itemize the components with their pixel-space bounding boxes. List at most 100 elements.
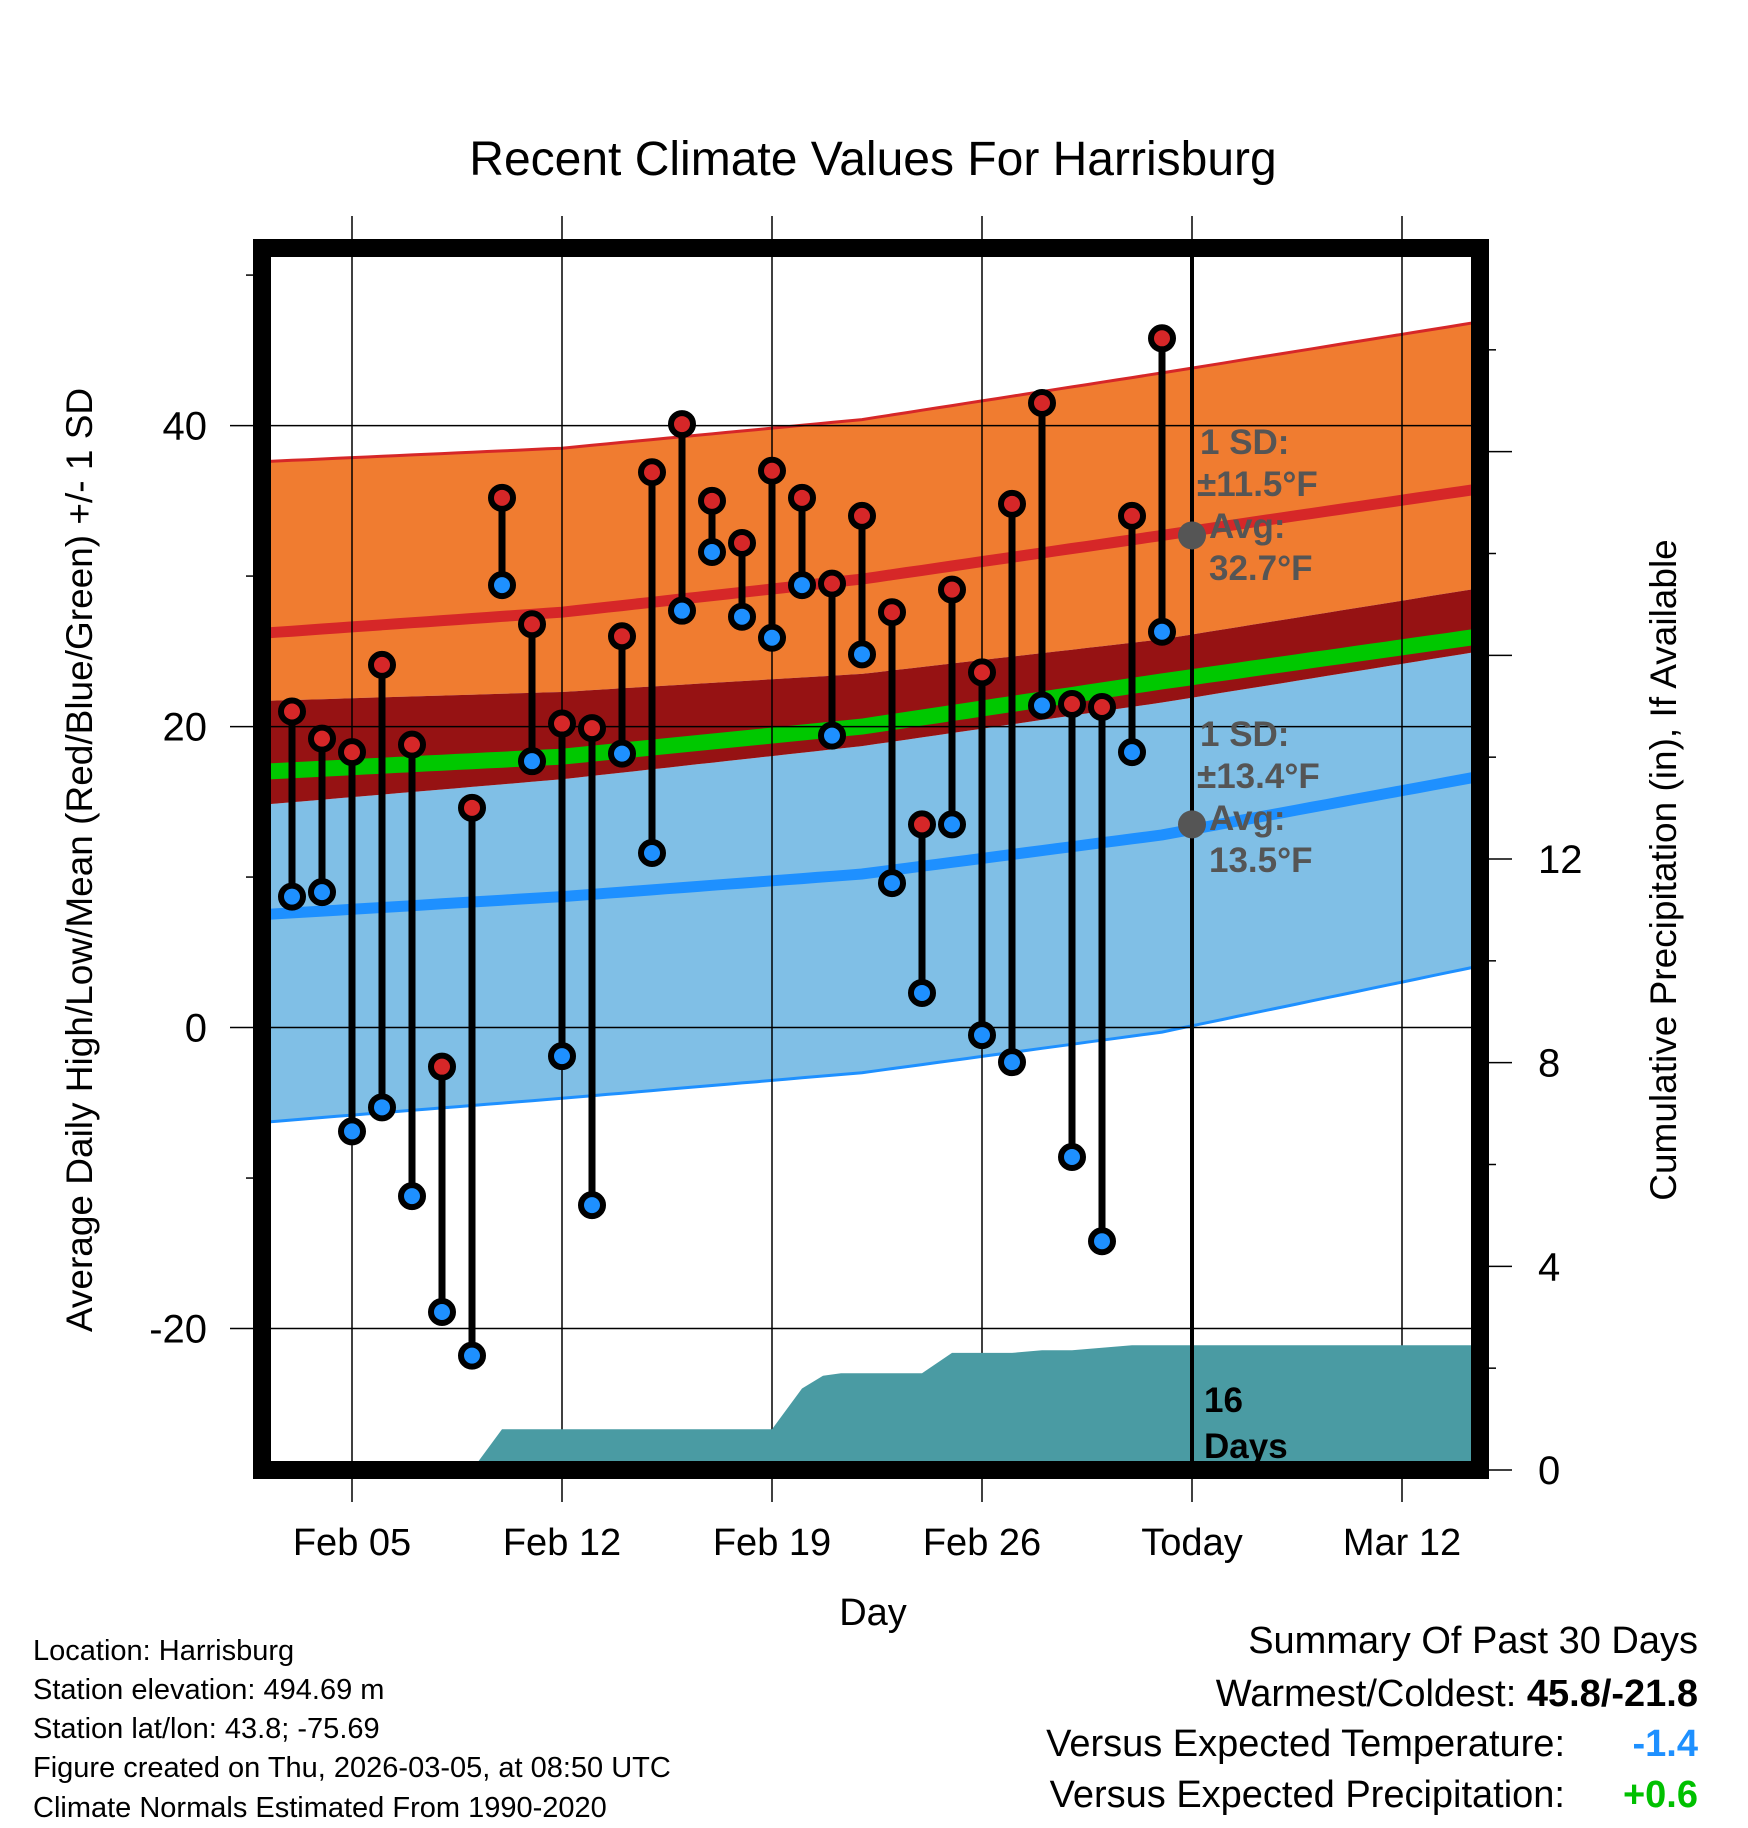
daily-high-point (308, 724, 336, 753)
daily-high-point (458, 793, 486, 822)
daily-high-point (518, 610, 546, 639)
daily-high-point (578, 714, 606, 743)
daily-high-point (728, 528, 756, 557)
y-tick-label: 40 (163, 405, 208, 449)
summary-precip-label: Versus Expected Precipitation: (1049, 1774, 1565, 1816)
daily-low-point (1118, 738, 1146, 767)
daily-low-point (908, 978, 936, 1007)
daily-low-point (878, 869, 906, 898)
daily-high-point (488, 483, 516, 512)
daily-high-point (998, 489, 1026, 518)
daily-low-point (398, 1182, 426, 1211)
daily-low-point (848, 640, 876, 669)
daily-low-point (338, 1117, 366, 1146)
daily-high-point (848, 501, 876, 530)
footer-elevation: Station elevation: 494.69 m (33, 1674, 385, 1706)
daily-low-point (308, 878, 336, 907)
daily-high-point (1118, 501, 1146, 530)
plot-frame (253, 239, 1489, 1479)
daily-high-point (278, 697, 306, 726)
daily-low-point (368, 1093, 396, 1122)
x-tick-label: Feb 19 (713, 1522, 831, 1564)
daily-high-point (1148, 324, 1176, 353)
footer-latlon: Station lat/lon: 43.8; -75.69 (33, 1713, 380, 1745)
y-tick-label: 0 (185, 1007, 207, 1051)
daily-high-point (1088, 693, 1116, 722)
daily-high-point (368, 650, 396, 679)
daily-high-point (878, 598, 906, 627)
daily-low-point (1028, 691, 1056, 720)
summary-warm-cold-label: Warmest/Coldest: (1215, 1673, 1517, 1715)
daily-low-point (698, 537, 726, 566)
low-lower-line (262, 965, 1478, 1124)
y-tick-label: -20 (149, 1308, 207, 1352)
y2-tick-label: 8 (1538, 1042, 1560, 1086)
footer-normals: Climate Normals Estimated From 1990-2020 (33, 1792, 607, 1824)
daily-low-point (428, 1297, 456, 1326)
daily-low-point (1148, 617, 1176, 646)
daily-low-point (548, 1042, 576, 1071)
y-axis-label: Average Daily High/Low/Mean (Red/Blue/Gr… (59, 388, 100, 1332)
daily-low-point (788, 571, 816, 600)
daily-high-point (938, 575, 966, 604)
summary-temp-label: Versus Expected Temperature: (1046, 1723, 1565, 1765)
daily-low-point (608, 739, 636, 768)
x-tick-label: Today (1141, 1522, 1242, 1564)
daily-high-point (638, 458, 666, 487)
daily-low-point (668, 596, 696, 625)
y2-tick-label: 4 (1538, 1245, 1560, 1289)
daily-low-point (638, 838, 666, 867)
daily-low-point (458, 1341, 486, 1370)
low-annotation-line: 1 SD: (1200, 715, 1289, 754)
daily-low-point (1058, 1142, 1086, 1171)
x-tick-label: Feb 26 (923, 1522, 1041, 1564)
high-annotation-line: ±11.5°F (1197, 465, 1318, 504)
summary-warm-cold-value: 45.8/-21.8 (1526, 1673, 1698, 1715)
x-tick-label: Mar 12 (1343, 1522, 1461, 1564)
low-normal-line (262, 771, 1479, 921)
daily-low-point (518, 747, 546, 776)
summary-precip-value: +0.6 (1622, 1774, 1698, 1816)
low-sd-band (262, 651, 1477, 1123)
x-axis-label: Day (839, 1592, 907, 1634)
daily-high-point (668, 410, 696, 439)
daily-high-point (1058, 689, 1086, 718)
low-annotation-line: ±13.4°F (1197, 757, 1320, 796)
daily-high-point (338, 738, 366, 767)
high-upper-line (262, 320, 1478, 464)
daily-low-point (488, 571, 516, 600)
daily-high-point (788, 483, 816, 512)
daily-low-point (758, 623, 786, 652)
summary-temp-value: -1.4 (1632, 1723, 1698, 1765)
daily-low-point (1088, 1227, 1116, 1256)
daily-high-point (968, 658, 996, 687)
daily-low-point (968, 1021, 996, 1050)
high-normal-line (262, 483, 1478, 639)
daily-low-point (728, 602, 756, 631)
precip-area (472, 1345, 1480, 1470)
footer-location: Location: Harrisburg (33, 1635, 295, 1667)
chart-title: Recent Climate Values For Harrisburg (469, 133, 1276, 186)
daily-high-point (428, 1052, 456, 1081)
summary-warm-cold: Warmest/Coldest: 45.8/-21.8 (1216, 1675, 1698, 1713)
daily-low-point (818, 721, 846, 750)
y-tick-label: 20 (163, 706, 208, 750)
daily-low-point (998, 1048, 1026, 1077)
daily-low-point (578, 1191, 606, 1220)
daily-high-point (1028, 389, 1056, 418)
y2-tick-label: 0 (1538, 1449, 1560, 1493)
high-annotation-line: 1 SD: (1200, 423, 1289, 462)
low-annotation-line: 13.5°F (1209, 841, 1313, 880)
high-annotation-line: 32.7°F (1209, 549, 1313, 588)
daily-high-point (548, 709, 576, 738)
daily-low-point (278, 882, 306, 911)
mean-normal-line (262, 628, 1479, 780)
daily-high-point (908, 810, 936, 839)
high-avg-point (1178, 521, 1206, 550)
daily-high-point (608, 622, 636, 651)
low-avg-point (1178, 810, 1206, 839)
low-annotation-line: Avg: (1209, 799, 1285, 838)
precip-days-label: Days (1204, 1427, 1288, 1466)
x-tick-label: Feb 12 (503, 1522, 621, 1564)
